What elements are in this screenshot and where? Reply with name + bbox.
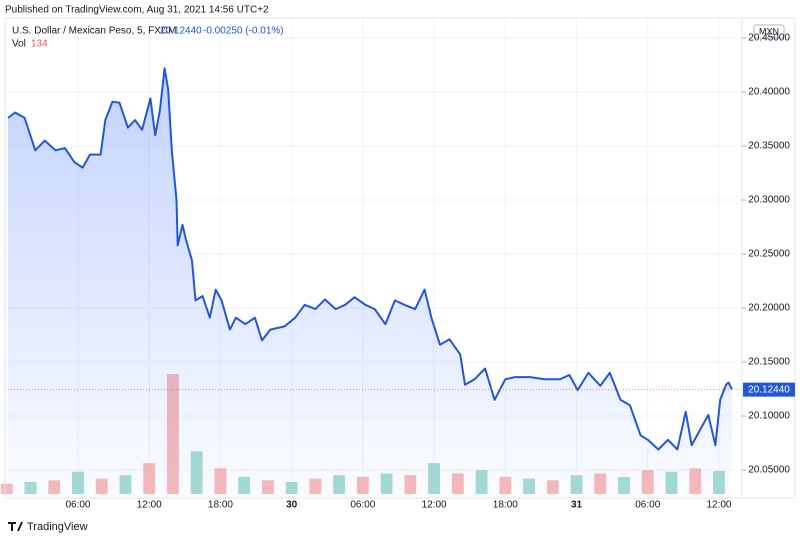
volume-value: 134 (31, 39, 48, 50)
y-tick-label: 20.25000 (748, 249, 790, 260)
logo (8, 522, 23, 531)
y-tick-label: 20.20000 (748, 303, 790, 314)
last-price-label: 20.12440 (748, 384, 790, 395)
price: 20.12440 (160, 26, 202, 37)
x-tick-label: 30 (286, 500, 298, 511)
symbol: U.S. Dollar / Mexican Peso, 5, FXCM (12, 26, 177, 37)
brand: TradingView (27, 521, 88, 533)
x-tick-label: 18:00 (493, 500, 518, 511)
volume-label: Vol (12, 39, 26, 50)
x-tick-label: 06:00 (350, 500, 375, 511)
x-tick-label: 12:00 (706, 500, 731, 511)
x-tick-label: 31 (571, 500, 583, 511)
x-tick-label: 06:00 (635, 500, 660, 511)
y-tick-label: 20.30000 (748, 195, 790, 206)
currency: MXN (759, 26, 779, 36)
y-tick-label: 20.05000 (748, 465, 790, 476)
x-tick-label: 12:00 (422, 500, 447, 511)
area (7, 68, 733, 497)
y-tick-label: 20.35000 (748, 141, 790, 152)
panel-border (4, 17, 796, 499)
published: Published on TradingView.com, Aug 31, 20… (5, 5, 269, 16)
y-tick-label: 20.40000 (748, 87, 790, 98)
currency-box (753, 24, 785, 39)
price-line (7, 67, 733, 451)
last-price-tag (743, 382, 795, 397)
volume-bar (0, 483, 13, 494)
x-tick-label: 06:00 (65, 500, 90, 511)
x-tick-label: 18:00 (208, 500, 233, 511)
x-tick-label: 12:00 (137, 500, 162, 511)
plot (5, 67, 742, 497)
y-tick-label: 20.10000 (748, 411, 790, 422)
y-tick-label: 20.45000 (748, 33, 790, 44)
y-tick-label: 20.15000 (748, 357, 790, 368)
change: -0.00250 (-0.01%) (203, 26, 284, 37)
